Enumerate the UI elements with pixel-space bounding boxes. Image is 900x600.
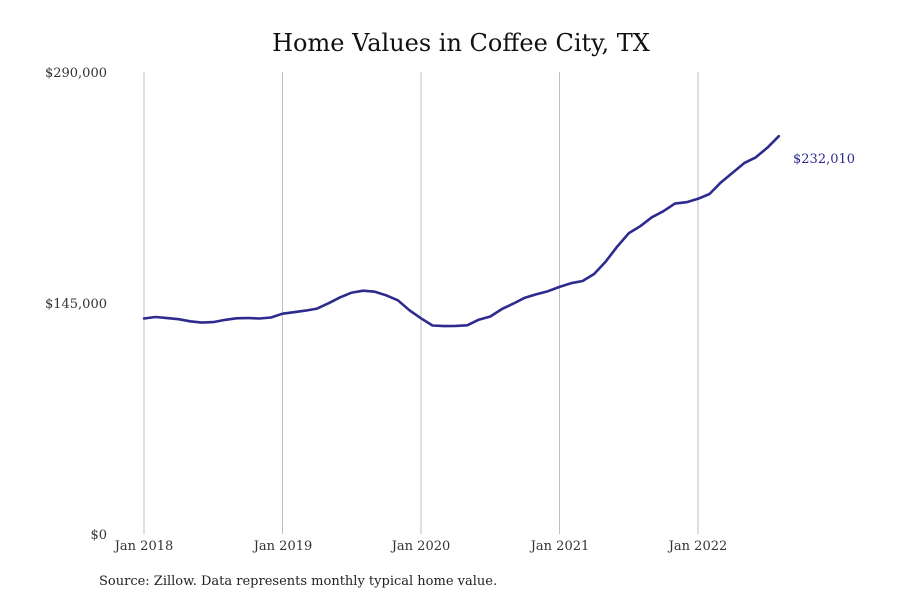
x-tick-label-2022: Jan 2022 — [667, 539, 728, 554]
y-tick-label-0: $0 — [90, 528, 107, 543]
y-tick-label-290000: $290,000 — [45, 66, 107, 81]
series-line-home-value — [142, 134, 781, 328]
chart-title: Home Values in Coffee City, TX — [272, 29, 650, 57]
y-tick-label-145000: $145,000 — [45, 297, 107, 312]
gridlines — [143, 72, 699, 534]
x-tick-label-2020: Jan 2020 — [390, 539, 451, 554]
end-value-label: $232,010 — [793, 152, 855, 167]
x-tick-label-2019: Jan 2019 — [252, 539, 313, 554]
x-tick-label-2021: Jan 2021 — [529, 539, 590, 554]
x-tick-label-2018: Jan 2018 — [113, 539, 174, 554]
source-note: Source: Zillow. Data represents monthly … — [99, 574, 497, 589]
